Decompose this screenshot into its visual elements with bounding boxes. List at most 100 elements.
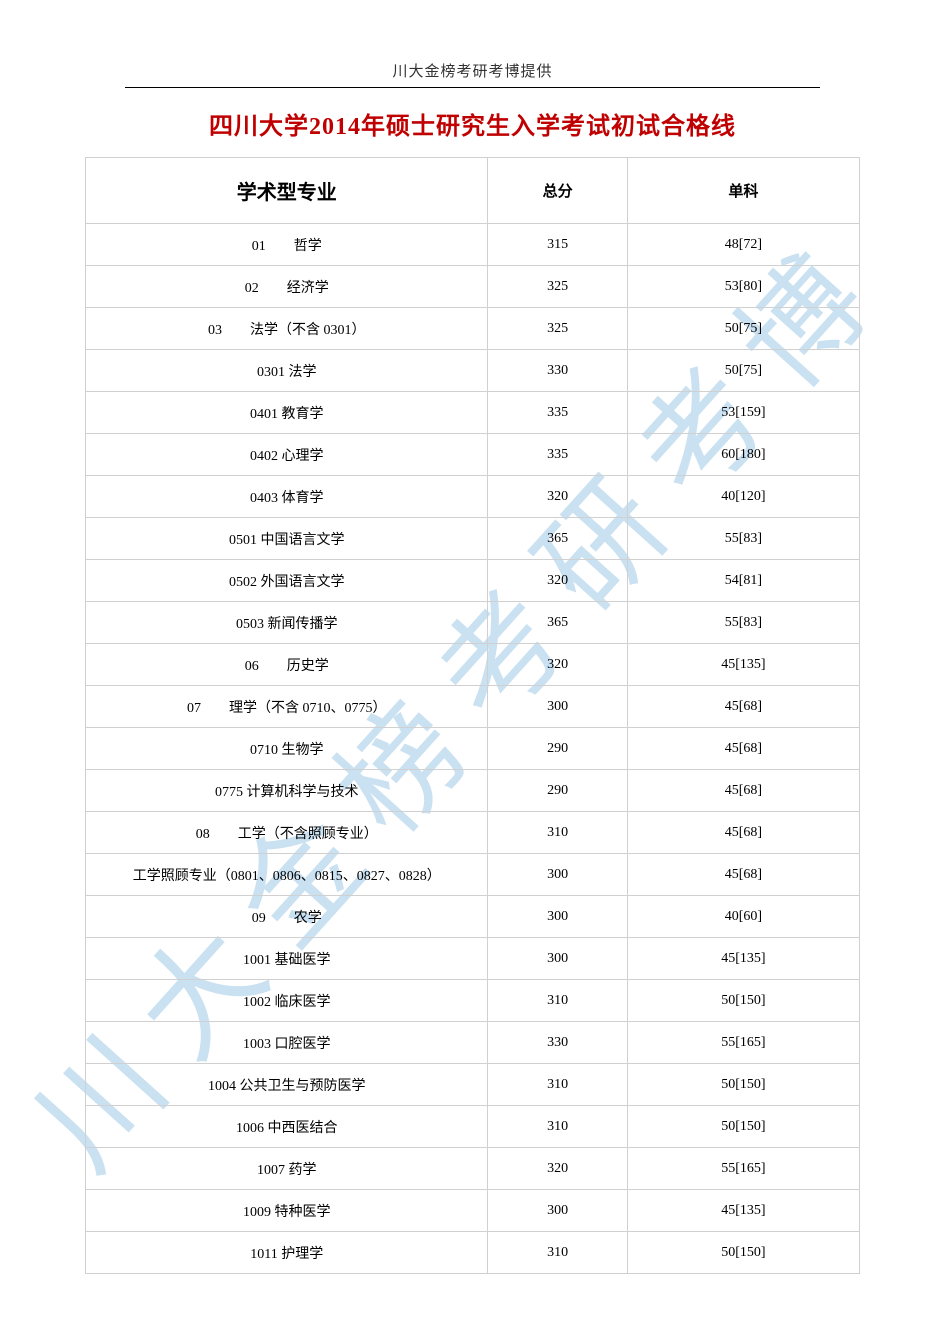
table-body: 01 哲学31548[72]02 经济学32553[80]03 法学（不含 03…	[86, 224, 860, 1274]
cell-total-score: 335	[488, 392, 627, 434]
table-row: 1011 护理学31050[150]	[86, 1232, 860, 1274]
table-row: 1006 中西医结合31050[150]	[86, 1106, 860, 1148]
cell-single-score: 50[75]	[627, 350, 859, 392]
cell-major: 1011 护理学	[86, 1232, 488, 1274]
cell-major: 0401 教育学	[86, 392, 488, 434]
cell-major: 07 理学（不含 0710、0775）	[86, 686, 488, 728]
title-suffix: 年硕士研究生入学考试初试合格线	[361, 113, 736, 140]
table-header-row: 学术型专业 总分 单科	[86, 158, 860, 224]
document-title: 四川大学2014年硕士研究生入学考试初试合格线	[85, 106, 860, 141]
cell-major: 1001 基础医学	[86, 938, 488, 980]
cell-major: 0301 法学	[86, 350, 488, 392]
cell-major: 06 历史学	[86, 644, 488, 686]
cell-major: 1002 临床医学	[86, 980, 488, 1022]
cell-major: 03 法学（不含 0301）	[86, 308, 488, 350]
cell-total-score: 330	[488, 1022, 627, 1064]
cell-single-score: 40[60]	[627, 896, 859, 938]
cell-total-score: 300	[488, 1190, 627, 1232]
cell-major: 工学照顾专业（0801、0806、0815、0827、0828）	[86, 854, 488, 896]
cell-total-score: 335	[488, 434, 627, 476]
title-year: 2014	[309, 114, 361, 140]
cell-total-score: 300	[488, 896, 627, 938]
document-page: 川大金榜考研考博提供 四川大学2014年硕士研究生入学考试初试合格线 学术型专业…	[0, 0, 945, 1314]
table-row: 0503 新闻传播学36555[83]	[86, 602, 860, 644]
cell-total-score: 290	[488, 770, 627, 812]
cell-major: 1003 口腔医学	[86, 1022, 488, 1064]
table-row: 0501 中国语言文学36555[83]	[86, 518, 860, 560]
cell-single-score: 45[135]	[627, 1190, 859, 1232]
cell-single-score: 55[165]	[627, 1148, 859, 1190]
table-row: 1003 口腔医学33055[165]	[86, 1022, 860, 1064]
cell-major: 09 农学	[86, 896, 488, 938]
cell-major: 0775 计算机科学与技术	[86, 770, 488, 812]
col-header-single: 单科	[627, 158, 859, 224]
cell-total-score: 320	[488, 476, 627, 518]
table-row: 0710 生物学29045[68]	[86, 728, 860, 770]
table-row: 09 农学30040[60]	[86, 896, 860, 938]
cell-single-score: 53[159]	[627, 392, 859, 434]
table-row: 工学照顾专业（0801、0806、0815、0827、0828）30045[68…	[86, 854, 860, 896]
cell-total-score: 320	[488, 644, 627, 686]
cell-major: 0502 外国语言文学	[86, 560, 488, 602]
cell-single-score: 54[81]	[627, 560, 859, 602]
cell-major: 08 工学（不含照顾专业）	[86, 812, 488, 854]
table-row: 1002 临床医学31050[150]	[86, 980, 860, 1022]
table-row: 0301 法学33050[75]	[86, 350, 860, 392]
cell-single-score: 45[68]	[627, 854, 859, 896]
cell-single-score: 40[120]	[627, 476, 859, 518]
cell-single-score: 45[68]	[627, 686, 859, 728]
cell-total-score: 365	[488, 518, 627, 560]
table-row: 1007 药学32055[165]	[86, 1148, 860, 1190]
cell-total-score: 325	[488, 308, 627, 350]
table-row: 01 哲学31548[72]	[86, 224, 860, 266]
cell-major: 0402 心理学	[86, 434, 488, 476]
cell-single-score: 45[68]	[627, 812, 859, 854]
table-row: 0403 体育学32040[120]	[86, 476, 860, 518]
cell-total-score: 310	[488, 812, 627, 854]
cell-total-score: 300	[488, 686, 627, 728]
cell-total-score: 300	[488, 854, 627, 896]
cell-major: 1004 公共卫生与预防医学	[86, 1064, 488, 1106]
cell-total-score: 320	[488, 560, 627, 602]
title-prefix: 四川大学	[209, 113, 309, 140]
cell-total-score: 365	[488, 602, 627, 644]
cell-total-score: 310	[488, 1106, 627, 1148]
table-row: 08 工学（不含照顾专业）31045[68]	[86, 812, 860, 854]
cell-single-score: 45[68]	[627, 728, 859, 770]
table-row: 03 法学（不含 0301）32550[75]	[86, 308, 860, 350]
cell-single-score: 45[135]	[627, 938, 859, 980]
cell-major: 1007 药学	[86, 1148, 488, 1190]
cell-major: 0503 新闻传播学	[86, 602, 488, 644]
cell-single-score: 45[68]	[627, 770, 859, 812]
cell-single-score: 50[150]	[627, 980, 859, 1022]
table-row: 02 经济学32553[80]	[86, 266, 860, 308]
table-row: 06 历史学32045[135]	[86, 644, 860, 686]
cell-total-score: 330	[488, 350, 627, 392]
cell-major: 1006 中西医结合	[86, 1106, 488, 1148]
cell-major: 0403 体育学	[86, 476, 488, 518]
cell-single-score: 50[75]	[627, 308, 859, 350]
cell-single-score: 60[180]	[627, 434, 859, 476]
cell-total-score: 310	[488, 980, 627, 1022]
cell-total-score: 310	[488, 1232, 627, 1274]
table-row: 0502 外国语言文学32054[81]	[86, 560, 860, 602]
cell-major: 01 哲学	[86, 224, 488, 266]
col-header-total: 总分	[488, 158, 627, 224]
table-row: 1009 特种医学30045[135]	[86, 1190, 860, 1232]
table-row: 0401 教育学33553[159]	[86, 392, 860, 434]
cell-total-score: 320	[488, 1148, 627, 1190]
cell-major: 0501 中国语言文学	[86, 518, 488, 560]
cell-single-score: 55[83]	[627, 518, 859, 560]
cell-total-score: 300	[488, 938, 627, 980]
cell-single-score: 50[150]	[627, 1064, 859, 1106]
cell-single-score: 55[83]	[627, 602, 859, 644]
col-header-major: 学术型专业	[86, 158, 488, 224]
cell-total-score: 290	[488, 728, 627, 770]
score-table: 学术型专业 总分 单科 01 哲学31548[72]02 经济学32553[80…	[85, 157, 860, 1274]
cell-total-score: 310	[488, 1064, 627, 1106]
table-row: 07 理学（不含 0710、0775）30045[68]	[86, 686, 860, 728]
cell-single-score: 55[165]	[627, 1022, 859, 1064]
table-row: 0775 计算机科学与技术29045[68]	[86, 770, 860, 812]
cell-total-score: 315	[488, 224, 627, 266]
cell-major: 02 经济学	[86, 266, 488, 308]
